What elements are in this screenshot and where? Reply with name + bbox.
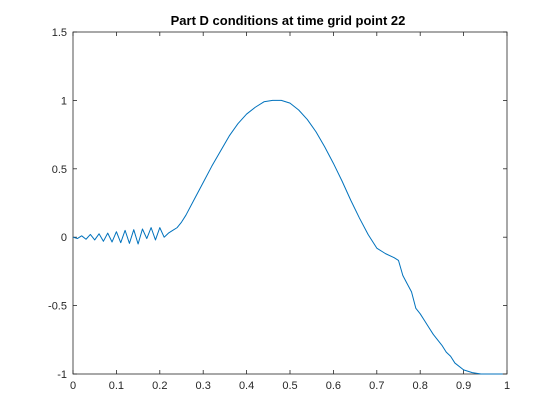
y-axis: -1 -0.5 0 0.5 1 1.5 — [48, 27, 507, 381]
x-axis: 0 0.1 0.2 0.3 0.4 0.5 0.6 0.7 0.8 0.9 1 — [70, 32, 510, 392]
x-tick-label: 0.7 — [369, 380, 384, 392]
x-tick-label: 0.9 — [456, 380, 471, 392]
x-tick-label: 0.6 — [326, 380, 341, 392]
y-tick-label: -1 — [57, 369, 67, 381]
y-tick-label: 1 — [61, 95, 67, 107]
x-tick-label: 1 — [504, 380, 510, 392]
y-tick-label: 1.5 — [52, 27, 67, 39]
series-line — [72, 99, 503, 375]
axes-border — [72, 31, 508, 375]
x-tick-label: 0.1 — [109, 380, 124, 392]
x-tick-label: 0.8 — [413, 380, 428, 392]
x-tick-label: 0.3 — [196, 380, 211, 392]
y-tick-label: 0.5 — [52, 164, 67, 176]
plot-area — [72, 99, 503, 375]
chart-title: Part D conditions at time grid point 22 — [171, 13, 406, 28]
x-tick-label: 0.2 — [152, 380, 167, 392]
y-tick-label: -0.5 — [48, 301, 67, 313]
x-tick-label: 0.4 — [239, 380, 254, 392]
x-tick-label: 0 — [70, 380, 76, 392]
axes-frame — [72, 31, 508, 375]
x-tick-label: 0.5 — [282, 380, 297, 392]
y-tick-label: 0 — [61, 232, 67, 244]
